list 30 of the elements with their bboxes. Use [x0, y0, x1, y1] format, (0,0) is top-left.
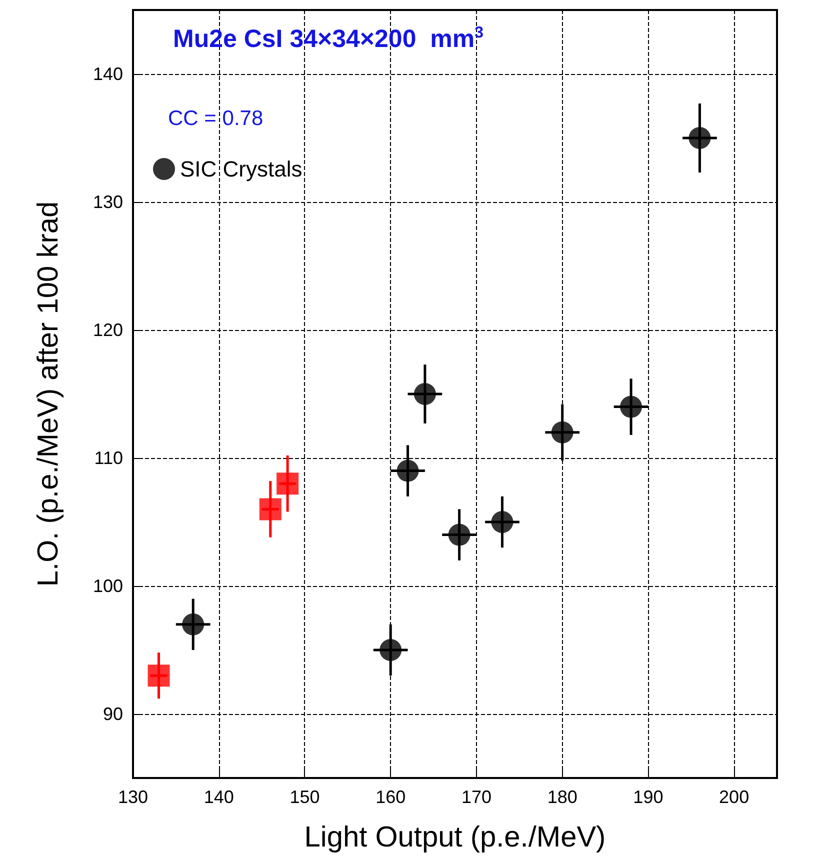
y-tick-label: 120 [92, 320, 123, 340]
y-tick-label: 140 [92, 64, 123, 84]
point [551, 421, 574, 444]
x-tick-label: 130 [118, 787, 148, 807]
point [396, 460, 419, 482]
point [448, 524, 470, 546]
x-tick-label: 200 [719, 787, 750, 807]
x-tick-label: 160 [376, 787, 406, 807]
legend-label: SIC Crystals [180, 156, 302, 182]
y-tick-label: 110 [94, 448, 123, 468]
y-tick-label: 100 [92, 576, 123, 596]
point [414, 383, 436, 405]
x-tick-label: 170 [461, 787, 492, 807]
point [276, 472, 299, 495]
point [259, 498, 282, 520]
x-axis-title: Light Output (p.e./MeV) [304, 822, 606, 854]
point [182, 613, 204, 636]
x-tick-label: 150 [290, 787, 320, 807]
y-tick-label: 90 [102, 704, 123, 724]
y-axis-title: L.O. (p.e./MeV) after 100 krad [32, 201, 64, 587]
point [620, 396, 642, 418]
point [688, 127, 711, 149]
x-tick-label: 140 [204, 787, 234, 807]
y-tick-label: 130 [92, 192, 123, 212]
point [491, 511, 514, 533]
x-tick-label: 190 [633, 787, 664, 807]
point [380, 639, 402, 661]
point [148, 664, 170, 687]
x-tick-label: 180 [547, 787, 578, 807]
annotation: CC = 0.78 [168, 107, 264, 130]
